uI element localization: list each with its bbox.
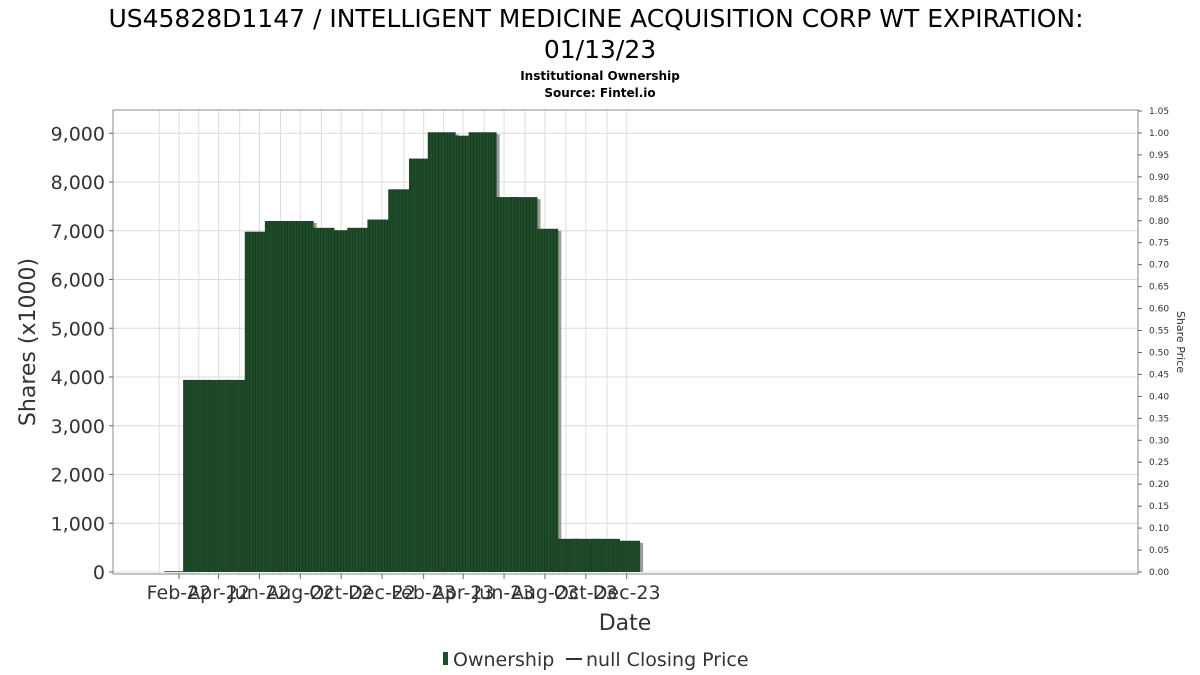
y2-axis-ticks: 0.00 0.05 0.10 0.15 0.20 0.25 0.30 0.35 0.40 0.45…	[1138, 107, 1169, 578]
chart-source: Source: Fintel.io	[544, 86, 655, 100]
chart-subtitle: Institutional Ownership	[520, 69, 680, 83]
y2-tick-label: 0.40	[1149, 392, 1169, 402]
x-tick-label: Oct-23	[554, 582, 618, 604]
y2-tick-label: 0.85	[1149, 195, 1169, 205]
y2-tick-label: 0.10	[1149, 524, 1169, 534]
legend: Ownership null Closing Price	[443, 649, 749, 671]
y2-tick-label: 0.65	[1149, 283, 1169, 293]
plot-area-frame	[112, 109, 1139, 575]
y2-tick-label: 0.00	[1149, 568, 1169, 578]
y-tick-label: 4,000	[51, 367, 105, 389]
y2-tick-label: 0.55	[1149, 327, 1169, 337]
x-tick-label: Feb-23	[391, 582, 456, 604]
y2-tick-label: 1.00	[1149, 129, 1169, 139]
y2-tick-label: 0.80	[1149, 217, 1169, 227]
x-tick-label: Jun-22	[228, 582, 290, 604]
y2-tick-label: 0.75	[1149, 239, 1169, 249]
y-tick-label: 3,000	[51, 416, 105, 438]
x-tick-label: Dec-23	[593, 582, 661, 604]
y-tick-label: 6,000	[51, 270, 105, 292]
x-tick-label: Apr-23	[432, 582, 495, 604]
y2-axis-label: Share Price	[1174, 311, 1187, 373]
y-tick-label: 2,000	[51, 465, 105, 487]
y2-tick-label: 0.20	[1149, 480, 1169, 490]
y2-tick-label: 0.15	[1149, 502, 1169, 512]
chart-title-line-1: US45828D1147 / INTELLIGENT MEDICINE ACQU…	[108, 4, 1083, 33]
y2-tick-label: 0.25	[1149, 458, 1169, 468]
x-axis-label: Date	[599, 611, 652, 636]
y-axis-label: Shares (x1000)	[16, 258, 41, 426]
y-tick-label: 9,000	[51, 123, 105, 145]
x-tick-label: Jun-23	[473, 582, 535, 604]
x-axis-ticks: Feb-22Apr-22Jun-22Aug-22Oct-22Dec-22Feb-…	[147, 574, 661, 604]
y2-tick-label: 0.05	[1149, 546, 1169, 556]
y-tick-label: 0	[93, 562, 105, 584]
chart-title-line-2: 01/13/23	[544, 35, 656, 64]
x-tick-label: Aug-22	[266, 582, 334, 604]
y2-tick-label: 0.60	[1149, 305, 1169, 315]
x-tick-label: Feb-22	[147, 582, 212, 604]
legend-price-label: null Closing Price	[586, 649, 749, 671]
y2-tick-label: 0.35	[1149, 414, 1169, 424]
y-tick-label: 7,000	[51, 221, 105, 243]
legend-ownership-swatch	[443, 652, 448, 665]
y2-tick-label: 0.50	[1149, 348, 1169, 358]
x-tick-label: Aug-23	[511, 582, 579, 604]
y-tick-label: 8,000	[51, 172, 105, 194]
y2-tick-label: 0.45	[1149, 370, 1169, 380]
y2-tick-label: 0.90	[1149, 173, 1169, 183]
y2-tick-label: 0.30	[1149, 436, 1169, 446]
legend-ownership-label: Ownership	[453, 649, 554, 671]
y-tick-label: 5,000	[51, 318, 105, 340]
x-tick-label: Apr-22	[187, 582, 250, 604]
y2-tick-label: 0.70	[1149, 261, 1169, 271]
y-tick-label: 1,000	[51, 513, 105, 535]
y2-tick-label: 0.95	[1149, 151, 1169, 161]
bar-shadow	[167, 573, 196, 574]
y2-tick-label: 1.05	[1149, 107, 1169, 117]
y-axis-ticks: 0 1,000 2,000 3,000 4,000 5,000 6,000 7,000 8,00…	[51, 123, 113, 584]
x-tick-label: Dec-22	[348, 582, 416, 604]
bars-group	[164, 132, 644, 574]
x-tick-label: Oct-22	[309, 582, 373, 604]
